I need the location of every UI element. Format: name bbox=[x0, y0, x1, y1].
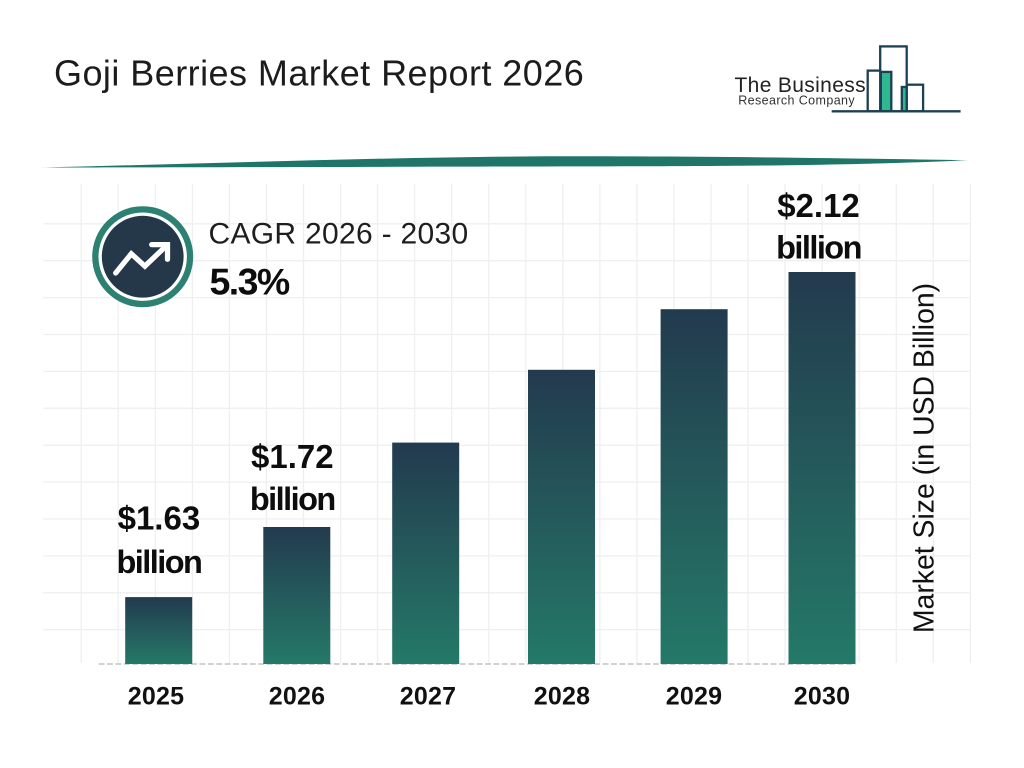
svg-text:billion: billion bbox=[776, 230, 861, 266]
svg-text:2029: 2029 bbox=[666, 682, 722, 710]
svg-text:billion: billion bbox=[116, 544, 201, 580]
svg-text:2027: 2027 bbox=[400, 682, 456, 710]
svg-text:Market Size (in USD Billion): Market Size (in USD Billion) bbox=[909, 283, 941, 633]
svg-text:2028: 2028 bbox=[534, 682, 590, 710]
svg-text:5.3%: 5.3% bbox=[210, 260, 290, 302]
svg-text:Goji Berries Market Report 202: Goji Berries Market Report 2026 bbox=[54, 53, 584, 94]
svg-text:$2.12: $2.12 bbox=[777, 187, 860, 224]
svg-text:2030: 2030 bbox=[794, 682, 850, 710]
svg-text:$1.63: $1.63 bbox=[118, 499, 201, 536]
svg-text:Research Company: Research Company bbox=[738, 94, 855, 108]
svg-text:2025: 2025 bbox=[128, 682, 184, 710]
svg-text:CAGR 2026 - 2030: CAGR 2026 - 2030 bbox=[209, 217, 469, 250]
svg-text:The Business: The Business bbox=[735, 74, 866, 97]
svg-text:billion: billion bbox=[250, 481, 335, 517]
svg-text:2026: 2026 bbox=[269, 682, 325, 710]
svg-text:$1.72: $1.72 bbox=[251, 438, 334, 475]
